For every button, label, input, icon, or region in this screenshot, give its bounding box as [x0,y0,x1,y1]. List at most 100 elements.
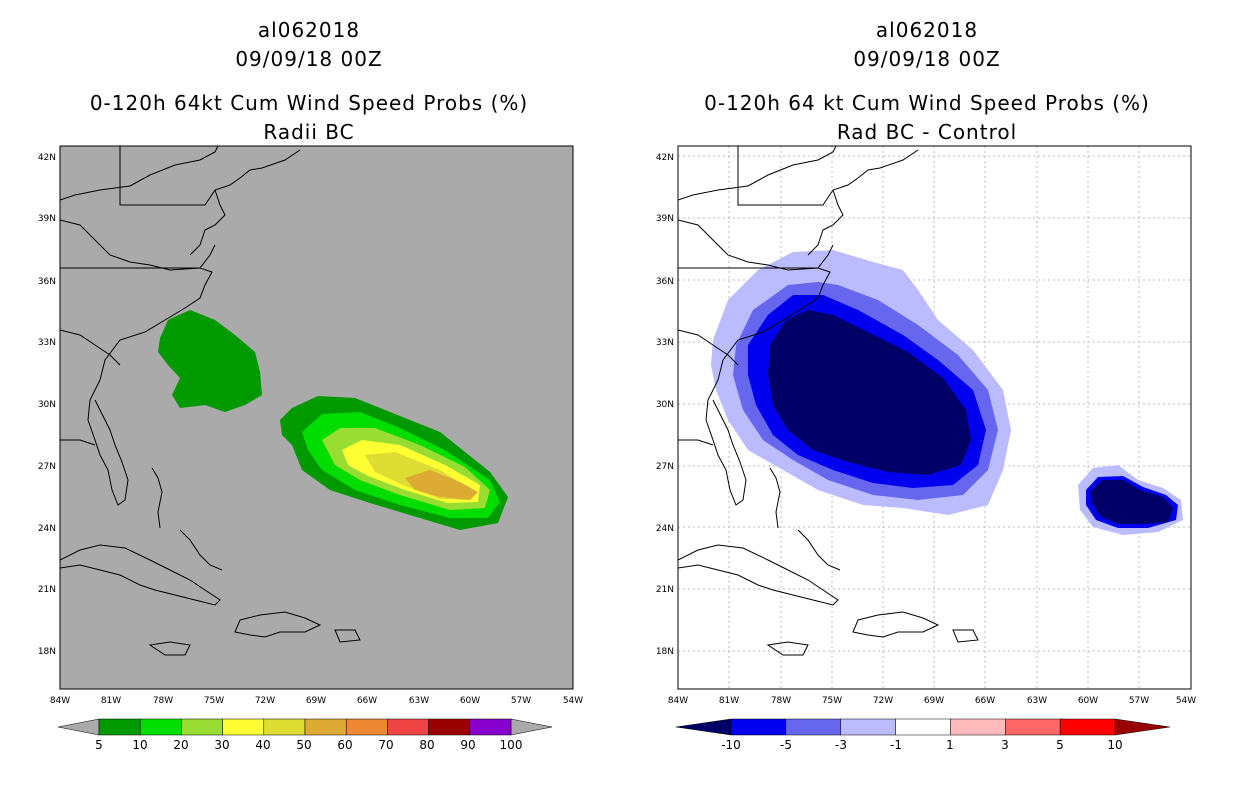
lat-labels: 42N 39N 36N 33N 30N 27N 24N 21N 18N [38,153,56,657]
colorbar-label: 5 [1056,738,1064,752]
lat-label: 24N [38,524,56,534]
lat-label: 18N [656,647,674,657]
lon-label: 84W [50,696,70,706]
lon-label: 69W [306,696,326,706]
colorbar-label: 50 [296,738,311,752]
colorbar-label: 100 [500,738,523,752]
storm-id-title: al062018 [875,18,979,42]
colorbar-label: 80 [419,738,434,752]
colorbar-swatch [950,718,1006,736]
lon-labels: 84W 81W 78W 75W 72W 69W 66W 63W 60W 57W … [50,696,583,706]
lon-label: 66W [357,696,377,706]
lat-label: 42N [38,153,56,163]
lon-label: 63W [1027,696,1047,706]
product-subtitle: Radii BC [263,120,355,144]
right-map-panel: al062018 09/09/18 00Z 0-120h 64 kt Cum W… [618,0,1236,800]
lon-label: 75W [822,696,842,706]
colorbar-label: 30 [214,738,229,752]
lat-label: 21N [38,585,56,595]
colorbar-label: -10 [721,738,741,752]
colorbar-swatch [181,718,223,736]
colorbar-label: 60 [337,738,352,752]
lon-label: 84W [668,696,688,706]
left-map-panel: al062018 09/09/18 00Z 0-120h 64kt Cum Wi… [38,18,583,752]
colorbar-high-arrow [1114,718,1171,736]
lon-label: 57W [1129,696,1149,706]
colorbar-swatch [895,718,951,736]
product-subtitle: Rad BC - Control [836,120,1018,144]
colorbar-low-arrow [57,718,100,736]
colorbar-swatch [428,718,471,736]
colorbar-swatch [387,718,429,736]
lon-label: 72W [255,696,275,706]
colorbar-label: 20 [173,738,188,752]
colorbar-swatch [263,718,306,736]
lon-label: 72W [873,696,893,706]
lon-label: 78W [153,696,173,706]
colorbar-label: 5 [95,738,103,752]
colorbar-label: 90 [460,738,475,752]
lon-label: 81W [101,696,121,706]
colorbar-swatch [840,718,896,736]
colorbar-swatch [730,718,787,736]
lat-label: 39N [656,214,674,224]
lat-label: 27N [38,462,56,472]
prob-region-50pct [405,470,478,500]
colorbar-swatch [222,718,265,736]
coastlines [678,146,979,656]
lon-label: 66W [975,696,995,706]
lat-label: 36N [38,277,56,287]
prob-region-5pct-west [158,310,262,412]
colorbar-swatch [785,718,841,736]
left-map-svg: 42N 39N 36N 33N 30N 27N 24N 21N 18N 84W … [38,145,583,752]
lon-label: 63W [409,696,429,706]
lat-label: 30N [38,400,56,410]
colorbar-swatch [304,718,347,736]
lat-labels: 42N 39N 36N 33N 30N 27N 24N 21N 18N [656,153,674,657]
lon-label: 78W [771,696,791,706]
lon-label: 57W [511,696,531,706]
lat-label: 39N [38,214,56,224]
colorbar-swatch [469,718,512,736]
lat-label: 18N [38,647,56,657]
datetime-title: 09/09/18 00Z [235,47,383,71]
diff-region-minus10-east [1090,480,1173,524]
colorbar-label: -3 [835,738,847,752]
lon-label: 54W [563,696,583,706]
colorbar-label: 3 [1001,738,1009,752]
lat-label: 33N [656,338,674,348]
colorbar-swatch [1005,718,1061,736]
lon-label: 54W [1176,696,1196,706]
right-map-svg: 42N 39N 36N 33N 30N 27N 24N 21N 18N 84W … [656,145,1196,752]
colorbar-label: 1 [946,738,954,752]
lat-label: 24N [656,524,674,534]
colorbar-swatch [98,718,141,736]
lat-label: 30N [656,400,674,410]
colorbar-left: 5 10 20 30 40 50 60 70 80 90 100 [57,718,553,752]
colorbar-low-arrow [675,718,732,736]
lon-label: 60W [460,696,480,706]
colorbar-label: 40 [255,738,270,752]
colorbar-label: 70 [378,738,393,752]
product-title: 0-120h 64 kt Cum Wind Speed Probs (%) [704,91,1150,115]
colorbar-swatch [345,718,388,736]
lat-label: 42N [656,153,674,163]
lon-label: 81W [719,696,739,706]
storm-id-title: al062018 [257,18,361,42]
colorbar-label: -5 [780,738,792,752]
lat-label: 21N [656,585,674,595]
product-title: 0-120h 64kt Cum Wind Speed Probs (%) [89,91,529,115]
datetime-title: 09/09/18 00Z [853,47,1001,71]
colorbar-swatch [139,718,182,736]
lon-labels: 84W 81W 78W 75W 72W 69W 66W 63W 60W 57W … [668,696,1196,706]
lon-label: 60W [1078,696,1098,706]
lon-label: 75W [204,696,224,706]
lon-label: 69W [924,696,944,706]
colorbar-label: 10 [132,738,147,752]
colorbar-label: -1 [890,738,902,752]
colorbar-swatch [1059,718,1116,736]
lat-label: 36N [656,277,674,287]
colorbar-right: -10 -5 -3 -1 1 3 5 10 [675,718,1171,752]
coastlines [60,146,361,656]
diff-region-minus10 [768,310,971,475]
